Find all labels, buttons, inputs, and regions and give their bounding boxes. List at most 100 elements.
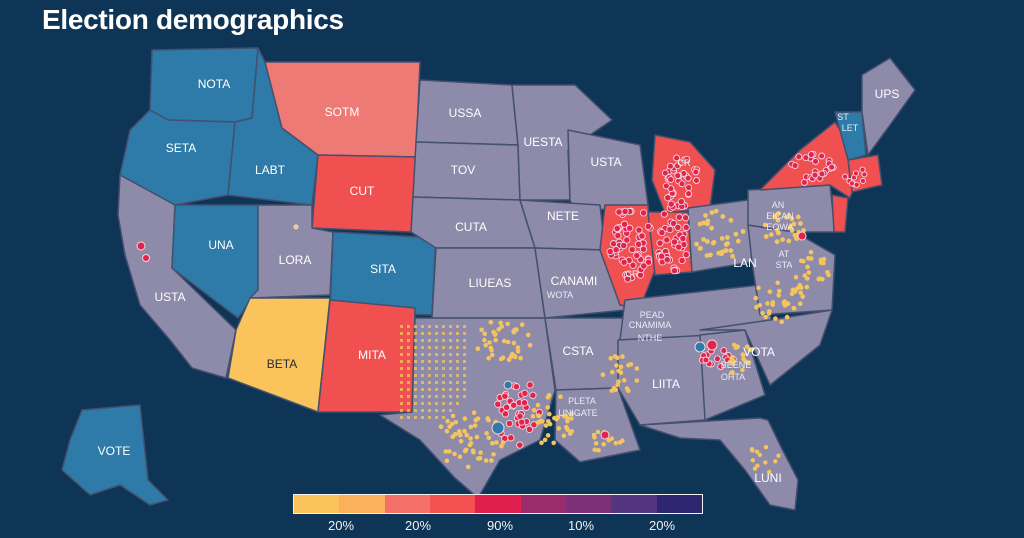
state-wi[interactable] xyxy=(567,129,649,213)
hotspot-dot xyxy=(784,314,790,320)
grid-mark xyxy=(463,332,466,335)
hotspot-dot xyxy=(531,407,537,413)
hotspot-dot xyxy=(811,171,819,179)
state-ak[interactable] xyxy=(61,404,169,506)
grid-mark xyxy=(400,367,403,370)
grid-mark xyxy=(428,367,431,370)
minor-label: UNIGATE xyxy=(558,408,597,418)
hotspot-dot xyxy=(621,378,627,383)
hotspot-dot xyxy=(750,448,755,453)
legend-swatch xyxy=(294,495,340,513)
hotspot-dot xyxy=(521,389,529,397)
hotspot-dot xyxy=(525,332,531,338)
hotspot-dot xyxy=(508,354,514,359)
hotspot-dot xyxy=(713,355,721,363)
hotspot-dot xyxy=(569,429,575,434)
legend-label: 90% xyxy=(486,518,514,533)
grid-mark xyxy=(407,381,410,384)
state-vt[interactable] xyxy=(834,111,867,161)
hotspot-dot xyxy=(445,418,450,424)
minor-label: CNAMIMA xyxy=(629,320,672,330)
hotspot-dot xyxy=(501,410,510,418)
grid-mark xyxy=(442,325,445,328)
hotspot-dot xyxy=(757,452,762,458)
state-fl[interactable] xyxy=(639,417,799,511)
grid-mark xyxy=(456,374,459,377)
state-ia[interactable] xyxy=(519,199,606,251)
grid-mark xyxy=(463,388,466,391)
label-mt: SOTM xyxy=(325,105,360,119)
state-ga[interactable] xyxy=(699,329,766,421)
hotspot-dot xyxy=(754,304,759,310)
hotspot-dot xyxy=(747,347,753,353)
grid-mark xyxy=(463,374,466,377)
hotspot-dot xyxy=(499,324,505,329)
grid-mark xyxy=(407,402,410,405)
hotspot-dot xyxy=(760,310,765,316)
hotspot-dot xyxy=(852,170,859,177)
hotspot-dot xyxy=(795,153,803,161)
hotspot-dot xyxy=(468,424,474,430)
hotspot-dot xyxy=(505,321,511,327)
state-or[interactable] xyxy=(119,109,236,206)
hotspot-dot xyxy=(500,355,506,361)
grid-mark xyxy=(407,332,410,335)
hotspot-dot xyxy=(629,261,637,269)
label-ms: LIITA xyxy=(652,377,680,391)
hotspot-dot xyxy=(453,432,458,437)
state-va[interactable] xyxy=(747,224,836,316)
hotspot-dot xyxy=(482,331,488,337)
hotspot-dot xyxy=(569,416,574,421)
hotspot-dot xyxy=(615,208,623,216)
state-az[interactable] xyxy=(227,297,331,413)
hotspot-dot xyxy=(633,251,641,260)
hotspot-dot xyxy=(515,349,521,354)
grid-mark xyxy=(428,409,431,412)
minor-label: NTHE xyxy=(638,333,663,343)
grid-mark xyxy=(456,367,459,370)
state-nc[interactable] xyxy=(699,309,833,386)
hotspot-dot xyxy=(663,256,671,264)
grid-mark xyxy=(400,332,403,335)
grid-mark xyxy=(428,374,431,377)
grid-mark xyxy=(428,360,431,363)
hotspot-dot xyxy=(746,360,752,365)
hotspot-dot xyxy=(667,176,675,184)
hotspot-dot xyxy=(859,166,866,173)
hotspot-dot xyxy=(779,319,784,325)
hotspot-dot xyxy=(773,316,778,321)
hotspot-dot xyxy=(728,248,734,254)
legend-swatch xyxy=(339,495,385,513)
grid-mark xyxy=(442,402,445,405)
grid-mark xyxy=(463,353,466,356)
state-nj[interactable] xyxy=(831,194,849,233)
grid-mark xyxy=(428,402,431,405)
grid-mark xyxy=(414,367,417,370)
hotspot-dot xyxy=(518,355,523,361)
grid-mark xyxy=(463,325,466,328)
hotspot-dot xyxy=(704,253,710,258)
hotspot-dot xyxy=(693,177,700,184)
minor-label: AN xyxy=(772,200,785,210)
hotspot-dot xyxy=(449,421,455,427)
hotspot-dot xyxy=(685,190,693,198)
grid-mark xyxy=(442,360,445,363)
state-me[interactable] xyxy=(861,57,916,156)
hotspot-dot xyxy=(774,212,780,218)
hotspot-dot xyxy=(774,239,780,245)
hotspot-dot xyxy=(545,433,551,438)
legend-swatch xyxy=(520,495,566,513)
label-nc: VOTA xyxy=(743,345,775,359)
grid-mark xyxy=(442,346,445,349)
grid-mark xyxy=(456,402,459,405)
hotspot-dot xyxy=(453,420,459,425)
hotspot-dot xyxy=(842,173,849,180)
grid-mark xyxy=(428,353,431,356)
hotspot-dot xyxy=(755,463,760,468)
minor-label: WOTA xyxy=(547,290,573,300)
hotspot-dot xyxy=(662,182,670,190)
hotspot-dot xyxy=(505,339,511,345)
grid-mark xyxy=(400,346,403,349)
hotspot-dot xyxy=(704,239,710,244)
hotspot-dot xyxy=(752,466,758,471)
